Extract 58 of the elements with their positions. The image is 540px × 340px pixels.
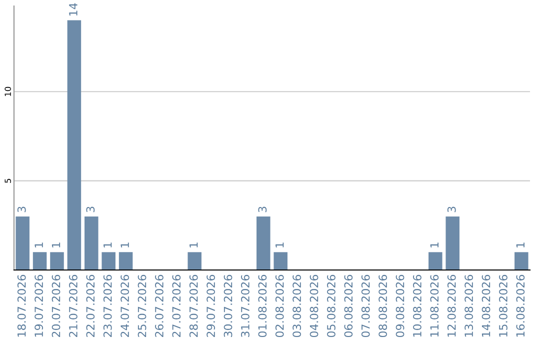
x-tick-label: 07.08.2026: [361, 274, 370, 338]
y-tick-label: 5: [4, 178, 11, 183]
data-label: 3: [17, 206, 26, 212]
bar: [446, 216, 460, 270]
x-tick-label: 05.08.2026: [327, 274, 336, 338]
x-tick-label: 03.08.2026: [292, 274, 302, 338]
data-label: 3: [258, 206, 267, 212]
bar: [16, 216, 30, 270]
x-tick-label: 01.08.2026: [258, 274, 267, 338]
data-label: 1: [516, 242, 524, 248]
x-tick-label: 30.07.2026: [224, 274, 232, 337]
y-tick-label: 10: [4, 86, 11, 96]
data-label: 1: [430, 242, 438, 248]
x-tick-label: 04.08.2026: [310, 274, 318, 338]
bar: [102, 252, 116, 270]
bar: [84, 216, 98, 270]
bar: [188, 252, 202, 270]
data-label: 1: [104, 242, 112, 248]
data-label: 3: [86, 206, 95, 212]
bar: [50, 252, 64, 270]
x-tick-label: 27.07.2026: [172, 274, 181, 337]
data-label: 1: [52, 242, 60, 248]
x-tick-label: 28.07.2026: [189, 274, 198, 337]
x-tick-label: 18.07.2026: [17, 274, 26, 337]
x-tick-label: 13.08.2026: [464, 274, 474, 337]
x-tick-label: 14.08.2026: [482, 274, 490, 337]
x-tick-label: 15.08.2026: [499, 274, 508, 337]
bar: [32, 252, 47, 270]
data-label: 3: [447, 206, 456, 212]
x-tick-label: 16.08.2026: [516, 274, 525, 337]
bar: [256, 216, 270, 270]
x-tick-label: 08.08.2026: [378, 274, 388, 338]
x-tick-label: 10.08.2026: [413, 274, 422, 337]
bar: [514, 252, 528, 270]
x-tick-label: 06.08.2026: [344, 274, 353, 338]
bar: [118, 252, 133, 270]
x-tick-label: 02.08.2026: [275, 274, 284, 338]
data-label: 1: [120, 242, 129, 248]
bar: [67, 20, 82, 270]
x-tick-label: 25.07.2026: [138, 274, 146, 337]
x-tick-label: 21.07.2026: [69, 274, 78, 337]
data-label: 1: [276, 242, 284, 248]
x-tick-label: 31.07.2026: [241, 274, 250, 337]
bar: [428, 252, 442, 270]
x-tick-label: 22.07.2026: [86, 274, 95, 337]
x-tick-label: 20.07.2026: [52, 274, 60, 337]
data-label: 1: [190, 242, 198, 248]
x-tick-label: 09.08.2026: [396, 274, 404, 338]
x-tick-label: 26.07.2026: [155, 274, 164, 337]
x-tick-label: 12.08.2026: [447, 274, 456, 337]
bar: [274, 252, 288, 270]
data-label: 1: [34, 242, 43, 248]
x-tick-label: 11.08.2026: [430, 274, 439, 337]
x-tick-label: 23.07.2026: [103, 274, 112, 337]
x-tick-label: 24.07.2026: [120, 274, 130, 337]
x-tick-label: 29.07.2026: [206, 274, 216, 337]
data-label: 14: [69, 3, 78, 16]
x-tick-label: 19.07.2026: [34, 274, 44, 337]
